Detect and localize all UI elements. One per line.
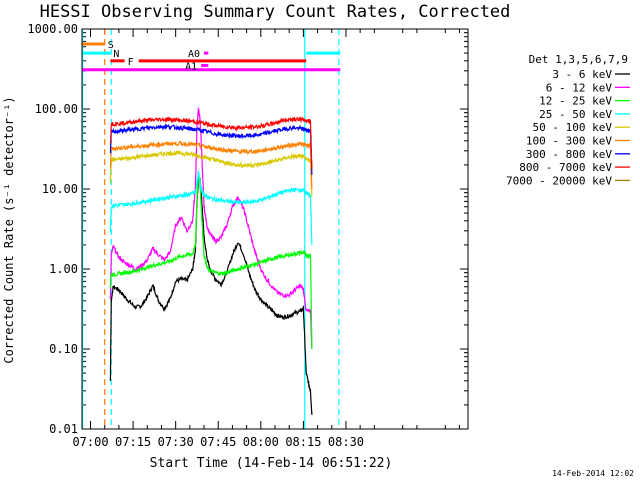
flag-bar-label: N — [113, 49, 119, 60]
legend-label: 6 - 12 keV — [546, 81, 613, 94]
y-axis-label: Corrected Count Rate (s⁻¹ detector⁻¹) — [2, 96, 16, 363]
attenuator-label: A0 — [188, 49, 200, 60]
series-line — [109, 176, 313, 415]
legend-label: 50 - 100 keV — [533, 121, 613, 134]
attenuator-label: A1 — [185, 61, 197, 72]
flag-bar-label: F — [128, 57, 134, 68]
y-tick-label: 1.00 — [49, 262, 78, 276]
series-line — [109, 172, 313, 350]
legend-label: 3 - 6 keV — [552, 68, 612, 81]
x-tick-label: 08:00 — [243, 435, 279, 449]
y-tick-label: 0.10 — [49, 342, 78, 356]
legend-label: 12 - 25 keV — [539, 95, 612, 108]
legend-label: 100 - 300 keV — [526, 135, 612, 148]
series-line — [109, 140, 313, 190]
plot-frame — [81, 28, 469, 430]
x-tick-label: 08:30 — [328, 435, 364, 449]
y-tick-label: 0.01 — [49, 422, 78, 436]
footer-timestamp: 14-Feb-2014 12:02 — [552, 469, 634, 478]
flag-bar-label: S — [108, 40, 114, 51]
x-tick-label: 07:00 — [72, 435, 108, 449]
x-tick-label: 07:30 — [158, 435, 194, 449]
legend-label: 7000 - 20000 keV — [506, 174, 612, 187]
legend-title: Det 1,3,5,6,7,9 — [529, 53, 628, 66]
series-line — [109, 149, 313, 197]
chart-title: HESSI Observing Summary Count Rates, Cor… — [40, 2, 511, 22]
y-tick-label: 10.00 — [42, 182, 78, 196]
legend-label: 300 - 800 keV — [526, 148, 612, 161]
series-line — [109, 107, 313, 350]
series-line — [109, 115, 313, 169]
series-line — [109, 169, 313, 245]
x-tick-label: 07:15 — [115, 435, 151, 449]
x-tick-label: 08:15 — [285, 435, 321, 449]
x-tick-label: 07:45 — [200, 435, 236, 449]
y-tick-label: 1000.00 — [27, 22, 78, 36]
x-axis-label: Start Time (14-Feb-14 06:51:22) — [150, 456, 393, 471]
y-tick-label: 100.00 — [35, 102, 78, 116]
legend-label: 800 - 7000 keV — [519, 161, 612, 174]
legend-label: 25 - 50 keV — [539, 108, 612, 121]
series-line — [109, 123, 313, 175]
